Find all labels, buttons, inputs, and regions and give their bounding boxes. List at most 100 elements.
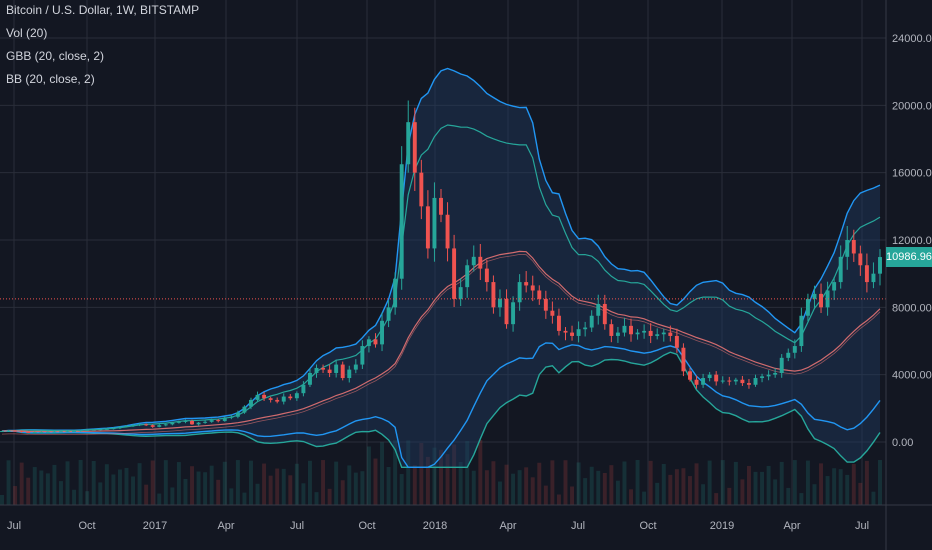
candle-body [720, 380, 725, 382]
candle-body [622, 325, 627, 333]
candle-body [85, 429, 90, 431]
volume-bar [52, 464, 57, 505]
volume-bar [425, 456, 430, 505]
volume-bar [255, 483, 260, 505]
volume-bar [812, 484, 817, 505]
candle-body [635, 332, 640, 335]
volume-bar [615, 480, 620, 505]
volume-bar [104, 464, 109, 505]
volume-bar [596, 470, 601, 505]
candle-body [425, 206, 430, 249]
candle-body [530, 285, 535, 291]
candle-body [19, 430, 24, 432]
volume-bar [117, 469, 122, 505]
candle-body [825, 290, 830, 308]
last-price-badge: 10986.96 [886, 247, 932, 268]
x-tick-label: Apr [783, 520, 800, 532]
volume-bar [458, 462, 463, 505]
candle-body [334, 364, 339, 373]
candle-body [465, 265, 470, 288]
volume-bar [380, 442, 384, 505]
indicator-gbb[interactable]: GBB (20, close, 2) [6, 49, 105, 63]
x-tick-label: Oct [78, 520, 95, 532]
indicator-bb[interactable]: BB (20, close, 2) [6, 72, 95, 86]
candle-body [144, 424, 149, 426]
x-tick-label: 2017 [143, 520, 167, 532]
volume-bar [373, 458, 378, 505]
candle-body [281, 396, 286, 402]
candle-body [766, 374, 771, 377]
candle-body [576, 329, 581, 336]
indicator-vol[interactable]: Vol (20) [6, 26, 48, 40]
candle-body [799, 315, 804, 347]
volume-layer [0, 440, 882, 505]
candle-body [386, 307, 391, 321]
volume-bar [216, 479, 221, 505]
candle-body [543, 298, 548, 311]
volume-bar [819, 463, 823, 505]
x-tick-label: Apr [217, 520, 234, 532]
volume-bar [439, 449, 443, 505]
volume-bar [563, 460, 568, 505]
volume-bar [268, 475, 273, 505]
volume-bar [714, 493, 719, 505]
candle-body [609, 324, 614, 336]
candle-body [845, 240, 850, 257]
candle-body [360, 346, 365, 365]
x-tick-label: Oct [639, 520, 656, 532]
y-tick-label: 4000.00 [892, 370, 932, 382]
volume-bar [845, 474, 850, 505]
candle-body [805, 298, 810, 316]
volume-bar [524, 467, 529, 505]
candle-body [773, 372, 778, 375]
candle-body [727, 380, 732, 382]
candle-body [445, 214, 450, 249]
x-tick-label: Jul [571, 520, 585, 532]
candle-body [701, 378, 706, 385]
candle-body [733, 379, 738, 382]
candle-body [786, 352, 791, 358]
volume-bar [6, 460, 11, 505]
volume-bar [471, 470, 476, 505]
candle-body [321, 367, 326, 370]
candle-body [832, 282, 837, 291]
candle-body [262, 394, 267, 399]
band-fill [2, 68, 880, 468]
candle-body [583, 327, 588, 330]
volume-bar [504, 464, 509, 505]
candle-body [629, 325, 633, 335]
gbb-basis-line [1, 253, 881, 436]
candle-body [740, 379, 745, 384]
candle-body [615, 332, 620, 336]
candle-body [294, 393, 299, 399]
candle-body [419, 172, 424, 207]
volume-bar [766, 465, 771, 505]
volume-bar [13, 486, 18, 505]
volume-bar [301, 483, 306, 505]
volume-bar [347, 465, 352, 505]
x-tick-label: Apr [499, 520, 516, 532]
candle-body [760, 376, 765, 379]
volume-bar [170, 487, 175, 505]
candle-body [550, 310, 555, 316]
candle-body [707, 374, 712, 379]
candle-body [163, 424, 168, 426]
candle-body [26, 431, 31, 433]
candle-body [353, 364, 358, 370]
candle-body [589, 315, 594, 328]
symbol-title[interactable]: Bitcoin / U.S. Dollar, 1W, BITSTAMP [6, 3, 200, 17]
volume-bar [727, 487, 732, 505]
candle-body [602, 303, 607, 325]
volume-bar [327, 488, 332, 505]
candle-body [406, 122, 411, 165]
volume-bar [176, 462, 181, 505]
volume-bar [537, 462, 542, 505]
candle-body [6, 430, 11, 432]
volume-bar [235, 460, 240, 505]
volume-bar [353, 472, 358, 505]
candle-body [222, 417, 227, 421]
candle-body [851, 240, 856, 254]
volume-bar [550, 460, 555, 505]
